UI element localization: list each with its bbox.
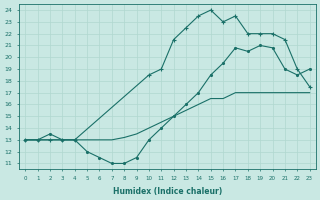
X-axis label: Humidex (Indice chaleur): Humidex (Indice chaleur) <box>113 187 222 196</box>
